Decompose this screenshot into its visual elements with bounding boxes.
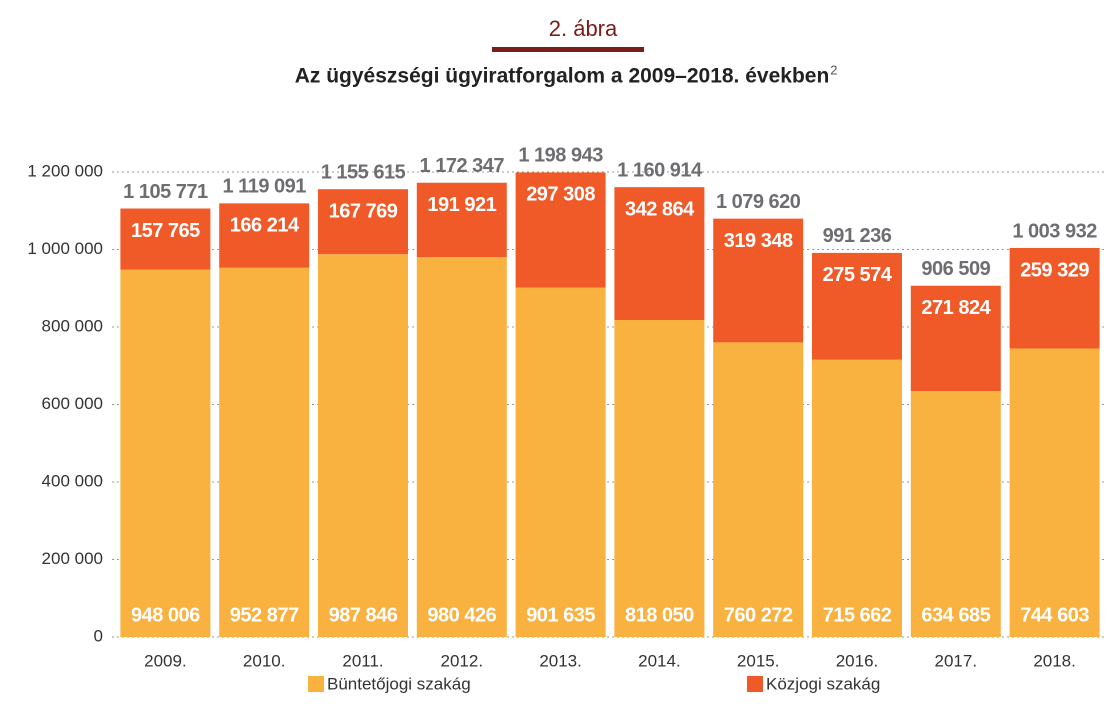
value-label: 952 877 bbox=[230, 604, 299, 626]
value-label: 297 308 bbox=[526, 184, 595, 206]
legend-label: Büntetőjogi szakág bbox=[327, 674, 471, 693]
value-label: 818 050 bbox=[625, 604, 694, 626]
y-tick-label: 1 000 000 bbox=[27, 239, 103, 258]
total-label: 1 198 943 bbox=[518, 145, 603, 167]
total-label: 1 155 615 bbox=[321, 161, 406, 183]
bar-segment bbox=[1009, 348, 1100, 637]
bar-segment bbox=[120, 269, 211, 637]
legend-swatch bbox=[747, 676, 763, 692]
bar-segment bbox=[515, 287, 606, 637]
title-footnote: 2 bbox=[830, 62, 837, 77]
bar-segment bbox=[416, 182, 507, 258]
x-tick-label: 2016. bbox=[836, 651, 879, 670]
x-tick-label: 2012. bbox=[441, 651, 484, 670]
legend-label: Közjogi szakág bbox=[766, 674, 880, 693]
value-label: 191 921 bbox=[427, 194, 496, 216]
total-label: 1 105 771 bbox=[123, 181, 208, 203]
bar-segment bbox=[713, 218, 804, 343]
title-rule bbox=[492, 47, 644, 52]
x-tick-label: 2018. bbox=[1033, 651, 1076, 670]
y-tick-label: 600 000 bbox=[42, 394, 103, 413]
bar-segment bbox=[318, 254, 408, 638]
value-label: 901 635 bbox=[526, 604, 595, 626]
total-label: 991 236 bbox=[823, 225, 892, 247]
bar-segment bbox=[318, 189, 408, 255]
value-label: 157 765 bbox=[131, 220, 200, 242]
total-label: 1 003 932 bbox=[1012, 220, 1097, 242]
bar-segment bbox=[219, 203, 310, 268]
chart-title: Az ügyészségi ügyiratforgalom a 2009–201… bbox=[295, 65, 830, 88]
y-tick-label: 1 200 000 bbox=[27, 161, 103, 180]
bar-segment bbox=[1009, 247, 1100, 349]
bar-segment bbox=[614, 187, 705, 321]
value-label: 275 574 bbox=[823, 264, 893, 286]
value-label: 259 329 bbox=[1020, 259, 1089, 281]
bar-segment bbox=[515, 172, 606, 288]
value-label: 760 272 bbox=[724, 604, 793, 626]
bar-segment bbox=[812, 252, 902, 360]
value-label: 715 662 bbox=[823, 604, 892, 626]
bar-segment bbox=[910, 391, 1001, 637]
x-tick-label: 2011. bbox=[342, 651, 383, 670]
value-label: 342 864 bbox=[625, 198, 695, 220]
bar-segment bbox=[713, 342, 804, 637]
total-label: 1 079 620 bbox=[716, 191, 801, 213]
x-tick-label: 2017. bbox=[935, 651, 978, 670]
value-label: 980 426 bbox=[427, 604, 496, 626]
figure-label: 2. ábra bbox=[549, 16, 618, 41]
value-label: 634 685 bbox=[921, 604, 990, 626]
y-tick-label: 800 000 bbox=[42, 316, 103, 335]
total-label: 906 509 bbox=[921, 258, 990, 280]
y-tick-label: 0 bbox=[94, 626, 103, 645]
value-label: 987 846 bbox=[329, 604, 398, 626]
bar-segment bbox=[812, 359, 902, 637]
y-tick-label: 200 000 bbox=[42, 549, 103, 568]
bar-segment bbox=[614, 320, 705, 637]
value-label: 948 006 bbox=[131, 604, 200, 626]
value-label: 271 824 bbox=[921, 297, 991, 319]
legend-swatch bbox=[308, 676, 324, 692]
total-label: 1 160 914 bbox=[617, 159, 703, 181]
x-tick-label: 2015. bbox=[737, 651, 780, 670]
x-tick-label: 2009. bbox=[144, 651, 187, 670]
total-label: 1 172 347 bbox=[420, 155, 505, 177]
x-tick-label: 2013. bbox=[539, 651, 582, 670]
bar-segment bbox=[910, 285, 1001, 392]
value-label: 744 603 bbox=[1020, 604, 1089, 626]
bar-segment bbox=[416, 257, 507, 637]
value-label: 319 348 bbox=[724, 230, 793, 252]
value-label: 166 214 bbox=[230, 215, 300, 237]
x-tick-label: 2014. bbox=[638, 651, 681, 670]
bar-segment bbox=[120, 208, 211, 270]
bar-segment bbox=[219, 267, 310, 637]
y-tick-label: 400 000 bbox=[42, 471, 103, 490]
value-label: 167 769 bbox=[329, 200, 398, 222]
x-tick-label: 2010. bbox=[243, 651, 286, 670]
total-label: 1 119 091 bbox=[223, 176, 307, 198]
